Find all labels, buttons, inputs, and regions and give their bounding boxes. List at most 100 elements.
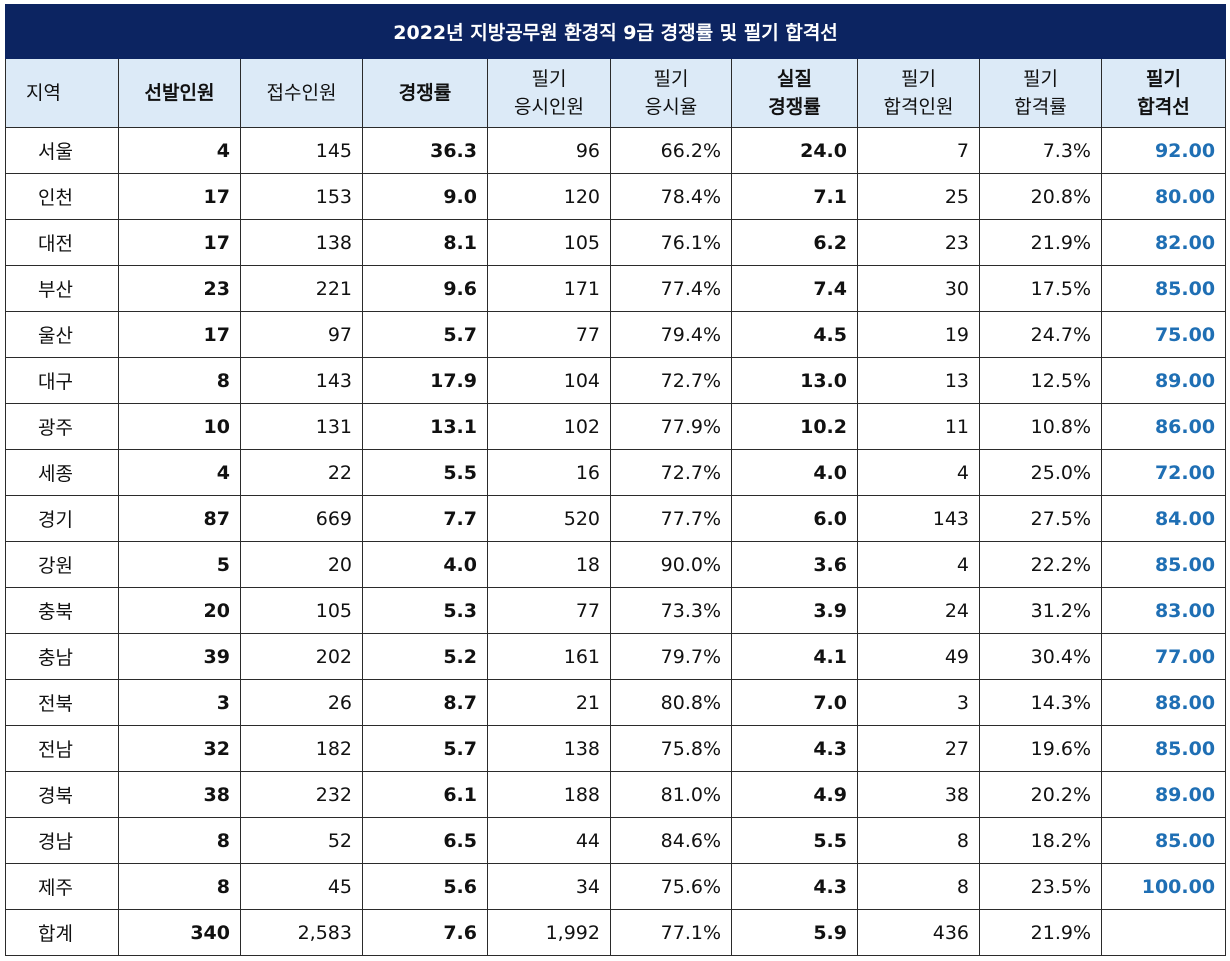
real-ratio-cell: 4.3 (731, 725, 858, 772)
table-row: 울산 17 97 5.7 77 79.4% 4.5 19 24.7% 75.00 (5, 311, 1227, 358)
table-row: 서울 4 145 36.3 96 66.2% 24.0 7 7.3% 92.00 (5, 127, 1227, 174)
selected-count-cell: 87 (118, 495, 241, 542)
cutoff-score-cell: 80.00 (1100, 173, 1227, 220)
passed-count-cell: 7 (857, 127, 980, 174)
exam-takers-cell: 138 (487, 725, 611, 772)
selected-count-cell: 17 (118, 173, 241, 220)
column-header: 필기 합격선 (1100, 58, 1227, 128)
table-row: 인천 17 153 9.0 120 78.4% 7.1 25 20.8% 80.00 (5, 173, 1227, 220)
real-ratio-cell: 5.5 (731, 817, 858, 864)
cutoff-score-cell: 85.00 (1100, 541, 1227, 588)
exam-rate-cell: 77.9% (610, 403, 732, 450)
competition-ratio-cell: 8.7 (362, 679, 488, 726)
exam-takers-cell: 44 (487, 817, 611, 864)
region-cell: 대구 (5, 357, 119, 404)
cutoff-score-cell: 85.00 (1100, 265, 1227, 312)
exam-rate-cell: 66.2% (610, 127, 732, 174)
selected-count-cell: 17 (118, 219, 241, 266)
table-body: 서울 4 145 36.3 96 66.2% 24.0 7 7.3% 92.00 인천 17 153 9.… (5, 127, 1227, 956)
column-header-line1: 접수인원 (266, 82, 337, 104)
table-row: 부산 23 221 9.6 171 77.4% 7.4 30 17.5% 85.00 (5, 265, 1227, 312)
exam-takers-cell: 1,992 (487, 909, 611, 956)
passed-count-cell: 13 (857, 357, 980, 404)
applied-count-cell: 669 (240, 495, 363, 542)
region-cell: 강원 (5, 541, 119, 588)
cutoff-score-cell: 89.00 (1100, 771, 1227, 818)
passed-count-cell: 49 (857, 633, 980, 680)
selected-count-cell: 32 (118, 725, 241, 772)
exam-rate-cell: 72.7% (610, 449, 732, 496)
passed-count-cell: 38 (857, 771, 980, 818)
pass-rate-cell: 20.8% (979, 173, 1102, 220)
cutoff-score-cell: 100.00 (1100, 863, 1227, 910)
applied-count-cell: 26 (240, 679, 363, 726)
competition-ratio-cell: 4.0 (362, 541, 488, 588)
selected-count-cell: 340 (118, 909, 241, 956)
table-row: 광주 10 131 13.1 102 77.9% 10.2 11 10.8% 86.00 (5, 403, 1227, 450)
table-row: 전북 3 26 8.7 21 80.8% 7.0 3 14.3% 88.00 (5, 679, 1227, 726)
pass-rate-cell: 18.2% (979, 817, 1102, 864)
competition-ratio-cell: 17.9 (362, 357, 488, 404)
exam-rate-cell: 77.4% (610, 265, 732, 312)
applied-count-cell: 52 (240, 817, 363, 864)
exam-takers-cell: 171 (487, 265, 611, 312)
exam-takers-cell: 77 (487, 587, 611, 634)
exam-takers-cell: 21 (487, 679, 611, 726)
cutoff-score-cell: 88.00 (1100, 679, 1227, 726)
real-ratio-cell: 4.5 (731, 311, 858, 358)
pass-rate-cell: 14.3% (979, 679, 1102, 726)
applied-count-cell: 20 (240, 541, 363, 588)
selected-count-cell: 39 (118, 633, 241, 680)
exam-rate-cell: 76.1% (610, 219, 732, 266)
exam-takers-cell: 96 (487, 127, 611, 174)
real-ratio-cell: 4.3 (731, 863, 858, 910)
exam-takers-cell: 102 (487, 403, 611, 450)
selected-count-cell: 8 (118, 817, 241, 864)
pass-rate-cell: 21.9% (979, 219, 1102, 266)
table-row: 경북 38 232 6.1 188 81.0% 4.9 38 20.2% 89.00 (5, 771, 1227, 818)
real-ratio-cell: 4.0 (731, 449, 858, 496)
applied-count-cell: 22 (240, 449, 363, 496)
applied-count-cell: 153 (240, 173, 363, 220)
exam-takers-cell: 34 (487, 863, 611, 910)
applied-count-cell: 45 (240, 863, 363, 910)
column-header-line1: 필기 (901, 68, 936, 90)
exam-takers-cell: 104 (487, 357, 611, 404)
exam-rate-cell: 80.8% (610, 679, 732, 726)
column-header-line1: 경쟁률 (398, 82, 452, 104)
passed-count-cell: 143 (857, 495, 980, 542)
real-ratio-cell: 4.1 (731, 633, 858, 680)
column-header: 실질 경쟁률 (731, 58, 858, 128)
column-header: 필기 합격인원 (857, 58, 980, 128)
exam-takers-cell: 16 (487, 449, 611, 496)
column-header: 선발인원 (118, 58, 241, 128)
applied-count-cell: 221 (240, 265, 363, 312)
cutoff-score-cell (1100, 909, 1227, 956)
cutoff-score-cell: 89.00 (1100, 357, 1227, 404)
column-header-line2: 경쟁률 (768, 96, 821, 118)
column-header: 지역 (5, 58, 119, 128)
real-ratio-cell: 3.6 (731, 541, 858, 588)
column-header-line1: 선발인원 (144, 82, 215, 104)
exam-takers-cell: 188 (487, 771, 611, 818)
table-row: 강원 5 20 4.0 18 90.0% 3.6 4 22.2% 85.00 (5, 541, 1227, 588)
applied-count-cell: 131 (240, 403, 363, 450)
real-ratio-cell: 7.0 (731, 679, 858, 726)
selected-count-cell: 38 (118, 771, 241, 818)
selected-count-cell: 20 (118, 587, 241, 634)
pass-rate-cell: 23.5% (979, 863, 1102, 910)
competition-ratio-cell: 6.1 (362, 771, 488, 818)
column-header: 필기 합격률 (979, 58, 1102, 128)
column-header-line1: 필기 (531, 68, 567, 90)
exam-rate-cell: 90.0% (610, 541, 732, 588)
table-row: 충북 20 105 5.3 77 73.3% 3.9 24 31.2% 83.00 (5, 587, 1227, 634)
exam-rate-cell: 72.7% (610, 357, 732, 404)
applied-count-cell: 143 (240, 357, 363, 404)
passed-count-cell: 27 (857, 725, 980, 772)
cutoff-score-cell: 85.00 (1100, 817, 1227, 864)
selected-count-cell: 10 (118, 403, 241, 450)
column-header-line2: 응시율 (644, 96, 698, 118)
competition-ratio-cell: 9.6 (362, 265, 488, 312)
exam-rate-cell: 75.6% (610, 863, 732, 910)
competition-ratio-cell: 6.5 (362, 817, 488, 864)
